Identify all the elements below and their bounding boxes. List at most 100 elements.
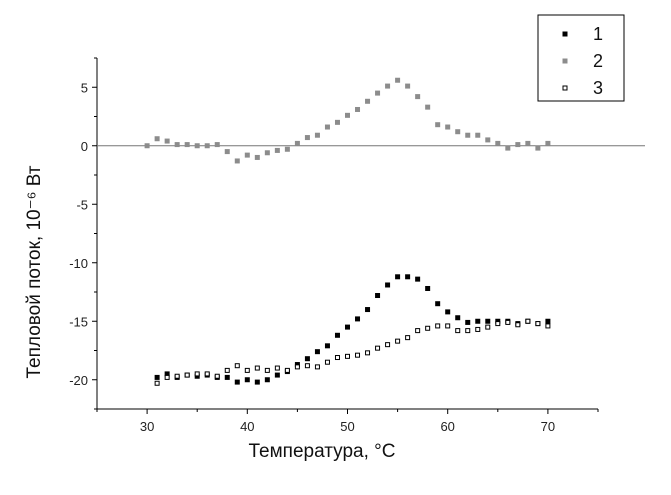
series-3-point xyxy=(264,367,270,373)
series-3-point xyxy=(535,321,541,327)
series-1-point xyxy=(345,324,350,330)
series-2-point xyxy=(385,83,391,89)
series-3-point xyxy=(485,324,491,330)
series-3-point xyxy=(425,325,431,331)
legend-marker-2 xyxy=(562,58,568,64)
series-3-point xyxy=(304,363,310,369)
series-1-point xyxy=(164,371,170,377)
series-2-point xyxy=(304,135,310,141)
series-1-point xyxy=(395,274,401,280)
series-3-point xyxy=(314,364,320,370)
series-3-point xyxy=(284,367,290,373)
series-1-point xyxy=(334,332,340,338)
series-3-point xyxy=(274,365,280,371)
series-3-point xyxy=(224,367,230,373)
series-3-point xyxy=(204,371,210,377)
series-3-point xyxy=(194,371,200,377)
series-1-point xyxy=(314,349,320,355)
y-tick-label: -10 xyxy=(69,256,88,271)
legend-label-2: 2 xyxy=(593,51,603,71)
series-2-point xyxy=(204,143,210,149)
series-3-point xyxy=(515,322,521,328)
series-3-point xyxy=(375,345,381,351)
legend-marker-3 xyxy=(562,85,568,91)
y-tick-label: 0 xyxy=(81,139,88,154)
series-1-point xyxy=(415,276,421,282)
series-3-point xyxy=(545,323,551,329)
series-2-point xyxy=(405,83,411,89)
series-2-point xyxy=(535,145,541,151)
series-1-point xyxy=(475,318,481,324)
legend-marker-1 xyxy=(562,31,568,37)
series-3-point xyxy=(495,321,501,327)
series-3-point xyxy=(244,367,250,373)
series-2-point xyxy=(174,142,180,148)
y-tick-label: 5 xyxy=(81,80,88,95)
series-3-point xyxy=(385,342,391,348)
series-2-point xyxy=(355,106,361,112)
series-2-point xyxy=(244,152,250,158)
series-2-point xyxy=(415,94,421,100)
series-2-point xyxy=(164,138,170,144)
series-1-point xyxy=(445,309,451,315)
legend-box xyxy=(537,14,625,102)
series-3 xyxy=(154,318,551,386)
series-3-point xyxy=(254,365,260,371)
series-2-point xyxy=(324,124,330,130)
y-axis-title: Тепловой поток, 10⁻⁶ Вт xyxy=(24,165,45,378)
series-2-point xyxy=(274,147,280,153)
series-2-point xyxy=(475,132,481,138)
series-3-point xyxy=(405,335,411,341)
series-1-point xyxy=(224,374,230,380)
x-tick-label: 40 xyxy=(240,419,254,434)
series-2-point xyxy=(395,77,401,83)
series-2-point xyxy=(284,146,290,152)
legend-label-1: 1 xyxy=(593,24,603,44)
series-2-point xyxy=(194,143,200,149)
series-2-point xyxy=(184,142,190,148)
data-markers xyxy=(144,77,551,386)
series-1-point xyxy=(355,316,361,322)
series-1-point xyxy=(435,301,441,307)
series-2-point xyxy=(545,140,551,146)
series-2-point xyxy=(505,145,511,151)
series-3-point xyxy=(395,338,401,344)
series-3-point xyxy=(415,328,421,334)
series-1-point xyxy=(465,319,471,325)
series-2-point xyxy=(455,129,461,135)
series-1-point xyxy=(455,315,461,321)
series-1-point xyxy=(264,377,270,383)
series-2-point xyxy=(365,98,371,104)
x-tick-label: 50 xyxy=(340,419,354,434)
series-1-point xyxy=(254,379,260,385)
series-1-point xyxy=(234,379,240,385)
series-1-point xyxy=(304,356,310,362)
series-1-point xyxy=(324,343,330,349)
series-3-point xyxy=(505,319,511,325)
series-1-point xyxy=(244,377,250,383)
series-3-point xyxy=(214,373,220,379)
series-1-point xyxy=(405,274,411,280)
series-3-point xyxy=(475,326,481,332)
series-2-point xyxy=(154,136,160,142)
series-3-point xyxy=(174,373,180,379)
y-tick-label: -15 xyxy=(69,314,88,329)
series-3-point xyxy=(465,328,471,334)
series-3-point xyxy=(324,359,330,365)
series-1-point xyxy=(385,282,391,288)
legend-label-3: 3 xyxy=(593,78,603,98)
y-tick-label: -5 xyxy=(76,197,88,212)
series-3-point xyxy=(345,353,350,359)
series-3-point xyxy=(365,350,371,356)
series-1-point xyxy=(375,293,381,299)
series-1-point xyxy=(425,285,431,291)
series-2-point xyxy=(525,140,531,146)
series-2-point xyxy=(264,150,270,156)
plot-area xyxy=(96,58,645,410)
x-axis-ticks: 30 40 50 60 70 xyxy=(96,409,599,434)
y-axis-ticks: 5 0 -5 -10 -15 -20 xyxy=(69,57,97,410)
series-2-point xyxy=(495,140,501,146)
x-tick-label: 60 xyxy=(440,419,454,434)
series-2-point xyxy=(314,132,320,138)
